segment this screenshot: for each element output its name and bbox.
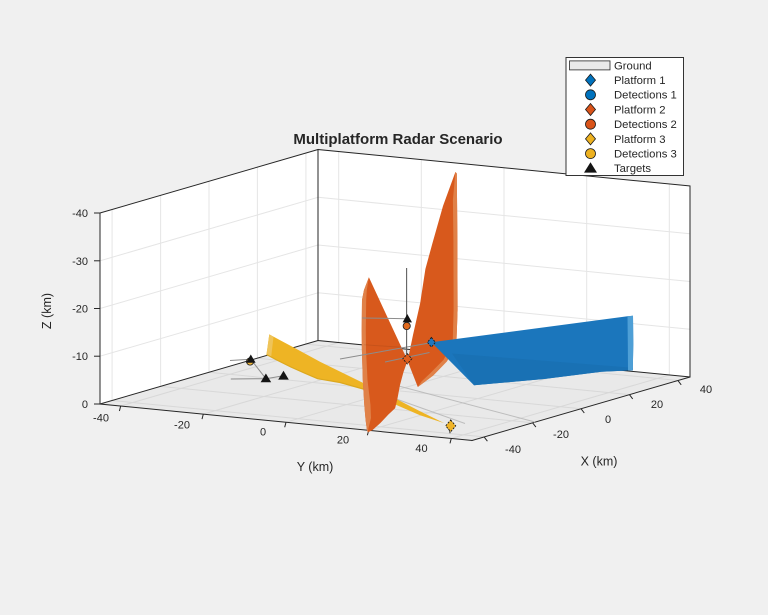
svg-text:Platform 1: Platform 1 xyxy=(614,75,665,87)
svg-text:Detections 1: Detections 1 xyxy=(614,90,677,102)
svg-text:-40: -40 xyxy=(505,444,521,456)
svg-text:0: 0 xyxy=(605,414,611,426)
svg-text:20: 20 xyxy=(337,434,349,446)
svg-text:0: 0 xyxy=(260,427,266,439)
svg-text:Platform 3: Platform 3 xyxy=(614,134,665,146)
svg-text:Detections 2: Detections 2 xyxy=(614,119,677,131)
svg-text:40: 40 xyxy=(415,443,427,455)
svg-text:0: 0 xyxy=(82,399,88,411)
svg-text:Ground: Ground xyxy=(614,60,652,72)
svg-text:-30: -30 xyxy=(72,256,88,268)
svg-text:-20: -20 xyxy=(174,419,190,431)
svg-text:Platform 2: Platform 2 xyxy=(614,104,665,116)
svg-text:-40: -40 xyxy=(93,412,109,424)
svg-text:Targets: Targets xyxy=(614,163,651,175)
svg-text:X (km): X (km) xyxy=(581,455,618,469)
svg-text:Z (km): Z (km) xyxy=(40,293,54,329)
svg-text:40: 40 xyxy=(700,384,712,396)
svg-text:-40: -40 xyxy=(72,208,88,220)
svg-text:-20: -20 xyxy=(553,429,569,441)
svg-text:-10: -10 xyxy=(72,351,88,363)
svg-text:Y (km): Y (km) xyxy=(297,460,334,474)
svg-text:Detections 3: Detections 3 xyxy=(614,149,677,161)
svg-text:20: 20 xyxy=(651,399,663,411)
svg-text:-20: -20 xyxy=(72,304,88,316)
svg-text:Multiplatform Radar Scenario: Multiplatform Radar Scenario xyxy=(293,131,502,148)
